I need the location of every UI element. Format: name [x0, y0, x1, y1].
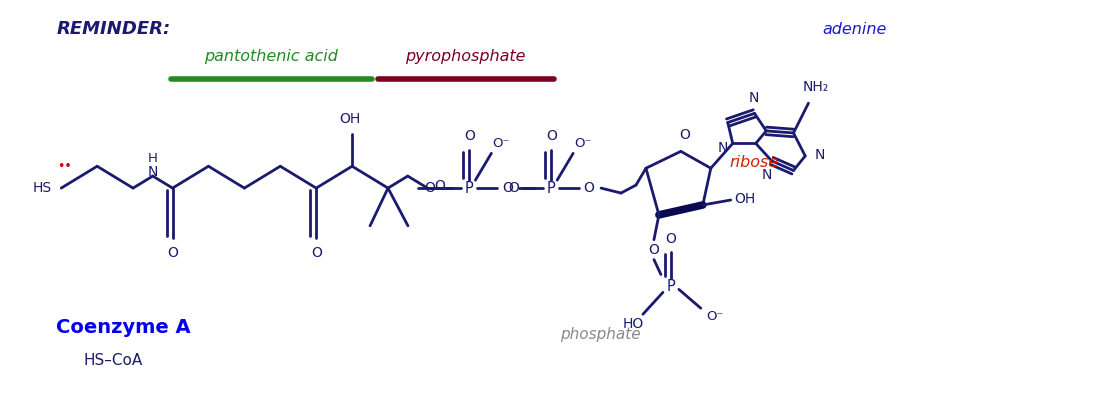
Text: phosphate: phosphate: [560, 326, 640, 342]
Text: O: O: [649, 243, 659, 257]
Text: O: O: [425, 181, 435, 195]
Text: OH: OH: [734, 192, 756, 206]
Text: pyrophosphate: pyrophosphate: [405, 48, 526, 64]
Text: O: O: [584, 181, 594, 195]
Text: O: O: [666, 232, 676, 246]
Text: HS: HS: [32, 181, 52, 195]
Text: O: O: [502, 181, 513, 195]
Text: P: P: [667, 279, 675, 294]
Text: ribose: ribose: [730, 155, 779, 170]
Text: O⁻: O⁻: [706, 310, 724, 323]
Text: O: O: [311, 246, 321, 260]
Text: O: O: [464, 130, 475, 144]
Text: O⁻: O⁻: [574, 137, 592, 150]
Text: HS–CoA: HS–CoA: [84, 353, 142, 368]
Text: pantothenic acid: pantothenic acid: [204, 48, 338, 64]
Text: NH₂: NH₂: [802, 80, 828, 94]
Text: N: N: [761, 168, 772, 182]
Text: adenine: adenine: [822, 22, 887, 37]
Text: H: H: [147, 152, 157, 165]
Text: OH: OH: [340, 112, 361, 126]
Text: O: O: [434, 179, 444, 193]
Text: N: N: [815, 148, 825, 162]
Text: REMINDER:: REMINDER:: [56, 20, 170, 38]
Text: O: O: [546, 130, 557, 144]
Text: P: P: [547, 180, 556, 196]
Text: P: P: [465, 180, 474, 196]
Text: N: N: [147, 165, 158, 179]
Text: Coenzyme A: Coenzyme A: [56, 318, 191, 337]
Text: HO: HO: [623, 317, 643, 331]
Text: O: O: [680, 128, 691, 142]
Text: O: O: [167, 246, 178, 260]
Text: N: N: [717, 141, 728, 155]
Text: O: O: [508, 181, 519, 195]
Text: O⁻: O⁻: [493, 137, 510, 150]
Text: ••: ••: [57, 160, 72, 173]
Text: N: N: [748, 92, 759, 106]
